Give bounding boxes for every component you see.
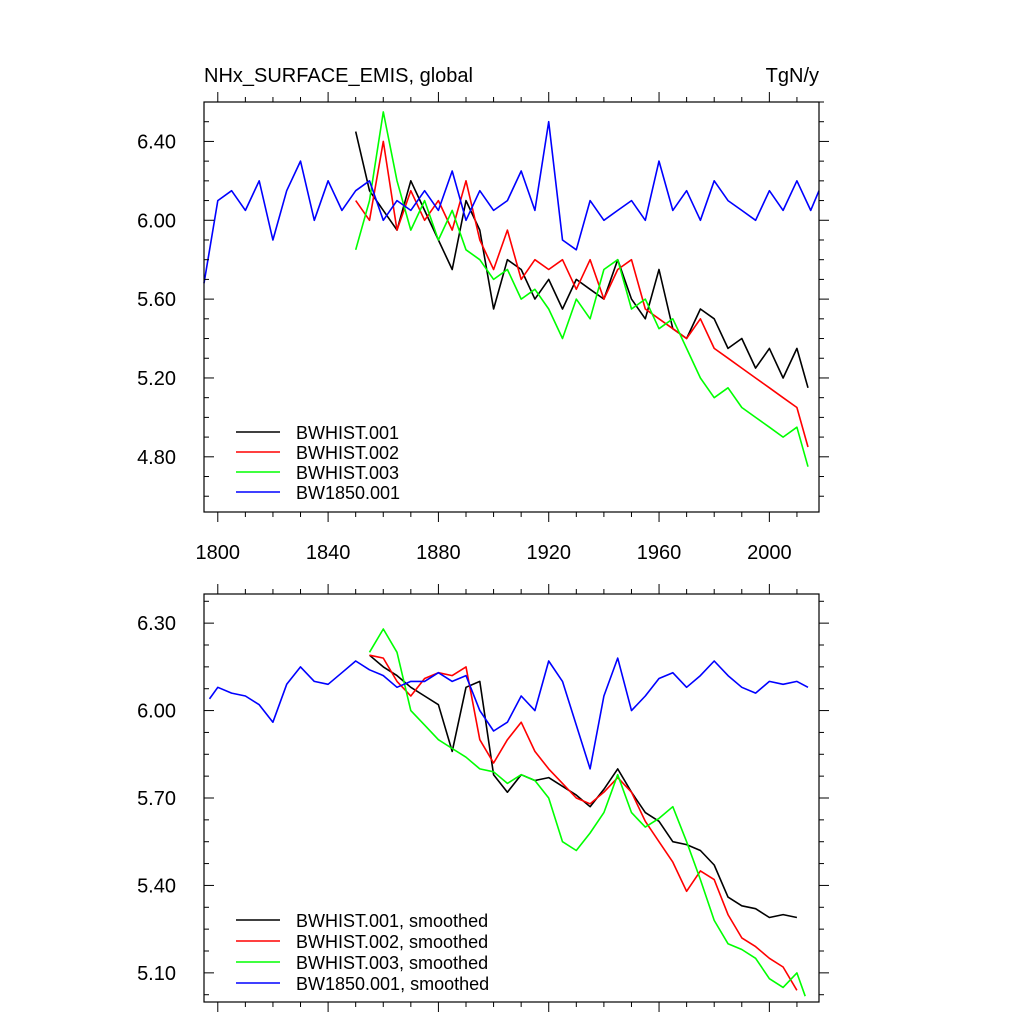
- bottom-chart: 5.10 5.40 5.70 6.00 6.30 BWHIST.001, smoothe…: [137, 584, 829, 1012]
- y-tick-label: 5.40: [137, 875, 176, 897]
- y-tick-label: 6.00: [137, 701, 176, 723]
- series-line-3: [203, 120, 820, 284]
- legend-label: BWHIST.002, smoothed: [296, 932, 488, 952]
- top-chart: NHx_SURFACE_EMIS, global TgN/y 1800 1840 1…: [137, 65, 829, 564]
- y-tick-label: 6.40: [137, 131, 176, 153]
- legend-label: BW1850.001, smoothed: [296, 974, 489, 994]
- chart-units: TgN/y: [766, 65, 819, 87]
- legend-label: BWHIST.001, smoothed: [296, 911, 488, 931]
- legend-label: BWHIST.003, smoothed: [296, 953, 488, 973]
- legend-label: BWHIST.003: [296, 463, 399, 483]
- y-tick-label: 4.80: [137, 447, 176, 469]
- series-line-2: [354, 111, 809, 467]
- x-tick-label: 1960: [637, 542, 682, 564]
- series-line-2: [368, 628, 806, 997]
- y-tick-label: 5.10: [137, 963, 176, 985]
- legend-label: BWHIST.001: [296, 423, 399, 443]
- series-line-0: [354, 131, 809, 389]
- x-tick-label: 2000: [747, 542, 792, 564]
- legend-label: BW1850.001: [296, 483, 400, 503]
- y-tick-label: 6.00: [137, 210, 176, 232]
- y-tick-label: 5.60: [137, 289, 176, 311]
- y-tick-label: 5.20: [137, 368, 176, 390]
- series-line-1: [369, 654, 798, 991]
- chart-title: NHx_SURFACE_EMIS, global: [204, 65, 473, 87]
- plot-frame: [203, 101, 820, 513]
- x-tick-label: 1880: [416, 542, 461, 564]
- legend-label: BWHIST.002: [296, 443, 399, 463]
- y-tick-label: 6.30: [137, 613, 176, 635]
- series-line-1: [355, 140, 809, 448]
- x-tick-label: 1920: [526, 542, 571, 564]
- y-tick-label: 5.70: [137, 788, 176, 810]
- x-tick-label: 1840: [306, 542, 351, 564]
- series-line-3: [208, 657, 809, 770]
- x-tick-label: 1800: [196, 542, 241, 564]
